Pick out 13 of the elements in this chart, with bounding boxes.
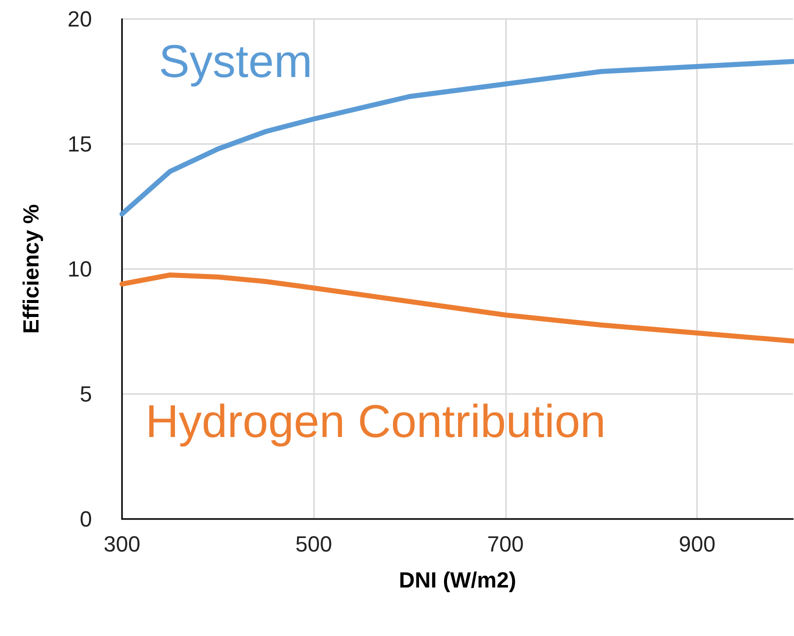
y-tick-label: 15 — [68, 132, 92, 156]
y-tick-label: 5 — [80, 382, 92, 406]
series-label: System — [158, 35, 312, 87]
x-tick-label: 500 — [295, 532, 332, 556]
x-tick-label: 900 — [678, 532, 716, 556]
y-axis-title: Efficiency % — [18, 204, 44, 334]
x-tick-label: 700 — [487, 532, 524, 556]
y-tick-label: 20 — [68, 6, 92, 32]
series-label: Hydrogen Contribution — [145, 395, 606, 447]
x-tick-label: 300 — [104, 532, 140, 556]
y-tick-label: 0 — [80, 506, 92, 532]
x-axis-title: DNI (W/m2) — [398, 568, 516, 592]
y-tick-label: 10 — [68, 256, 92, 282]
